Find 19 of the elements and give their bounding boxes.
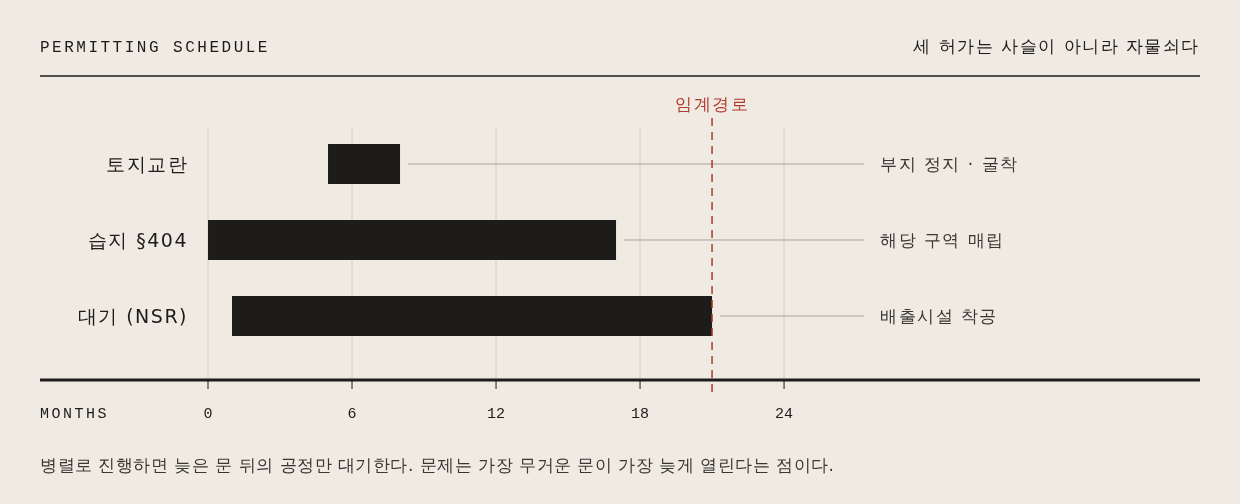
x-tick-label: 6 — [347, 406, 357, 423]
annotation: 해당 구역 매립 — [880, 230, 1005, 250]
annotation: 부지 정지 · 굴착 — [880, 154, 1019, 174]
bar — [328, 144, 401, 184]
chart-subtitle: 세 허가는 사슬이 아니라 자물쇠다 — [913, 36, 1200, 56]
x-tick-label: 0 — [203, 406, 213, 423]
y-tick-label: 토지교란 — [106, 153, 188, 175]
bar — [232, 296, 713, 336]
y-tick-label: 습지 §404 — [87, 229, 188, 251]
annotation: 배출시설 착공 — [880, 306, 998, 326]
bar — [208, 220, 617, 260]
x-tick-label: 12 — [487, 406, 506, 423]
text: 병렬로 진행하면 늦은 문 뒤의 공정만 대기한다. 문제는 가장 무거운 문이 가장 늦게 열린다는 점이다. — [40, 455, 835, 475]
x-tick-label: 24 — [775, 406, 794, 423]
x-tick-label: 18 — [631, 406, 650, 423]
y-tick-label: 대기 (NSR) — [77, 305, 188, 327]
chart-title: PERMITTING SCHEDULE — [40, 39, 270, 57]
x-axis-title: MONTHS — [40, 406, 110, 423]
ref-line-label: 임계경로 — [675, 94, 750, 114]
